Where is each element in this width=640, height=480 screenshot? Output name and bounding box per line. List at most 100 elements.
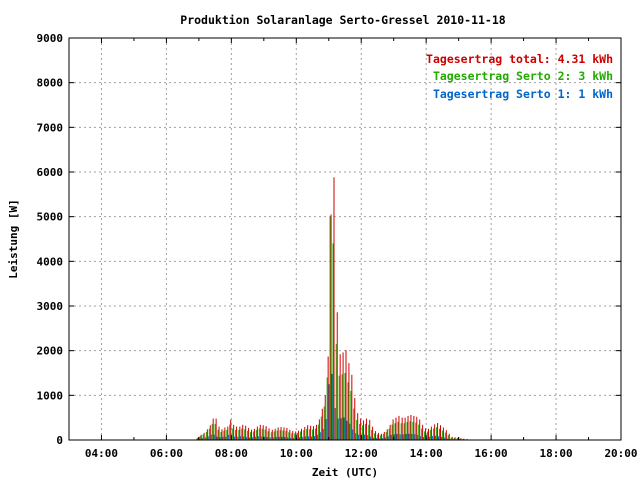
bar-serto1 (246, 437, 248, 440)
bar-serto2 (241, 428, 243, 440)
bar-serto1 (290, 437, 292, 440)
bar-serto2 (226, 429, 228, 440)
legend-total-label: Tagesertrag total: (426, 52, 551, 66)
bar-serto1 (269, 437, 271, 440)
bar-serto2 (403, 423, 405, 440)
plot-frame (68, 37, 622, 441)
bar-total (348, 363, 350, 440)
bar-total (422, 424, 424, 440)
bar-serto2 (350, 390, 352, 440)
bar-serto1 (319, 432, 321, 440)
bar-serto1 (204, 437, 206, 440)
bar-serto2 (273, 431, 275, 440)
bar-serto2 (338, 375, 340, 440)
bar-serto2 (314, 428, 316, 440)
y-tick-label: 8000 (37, 77, 64, 90)
bar-serto1 (417, 434, 419, 440)
bar-total (327, 356, 329, 440)
bar-serto2 (341, 374, 343, 440)
bar-serto1 (308, 436, 310, 440)
bar-serto2 (429, 429, 431, 440)
bar-serto1 (201, 438, 203, 440)
bar-serto1 (228, 434, 230, 440)
bar-total (206, 429, 208, 440)
bar-serto1 (346, 420, 348, 440)
legend-serto1-value: 1 kWh (578, 87, 613, 101)
bar-serto1 (349, 423, 351, 440)
bar-serto1 (219, 437, 221, 440)
bar-total (224, 427, 226, 440)
bar-total (419, 419, 421, 440)
bar-serto2 (397, 421, 399, 440)
bar-total (351, 374, 353, 440)
bar-serto1 (420, 436, 422, 440)
bar-serto2 (276, 430, 278, 440)
bar-total (363, 420, 365, 440)
bar-total (354, 398, 356, 440)
bar-serto2 (285, 430, 287, 440)
bar-total (342, 352, 344, 440)
bar-total (430, 426, 432, 440)
bar-serto1 (311, 436, 313, 440)
bar-serto2 (409, 421, 411, 440)
bar-serto2 (217, 429, 219, 440)
bar-serto2 (347, 382, 349, 440)
bar-serto2 (453, 437, 455, 440)
bar-total (460, 438, 462, 440)
x-axis-label: Zeit (UTC) (312, 466, 378, 479)
bar-serto1 (331, 373, 333, 440)
bar-serto1 (305, 436, 307, 440)
bar-total (301, 428, 303, 440)
bar-total (395, 417, 397, 440)
bar-serto1 (396, 433, 398, 440)
bar-total (333, 177, 335, 441)
bar-total (375, 431, 377, 440)
bar-serto2 (441, 430, 443, 440)
bar-total (451, 436, 453, 440)
bar-total (283, 427, 285, 440)
x-tick-label: 20:00 (604, 447, 637, 460)
bar-serto2 (279, 430, 281, 440)
bar-serto2 (326, 377, 328, 440)
bar-serto1 (210, 434, 212, 440)
bar-serto2 (371, 429, 373, 440)
y-tick-label: 9000 (37, 32, 64, 45)
bar-serto1 (272, 437, 274, 440)
bar-total (197, 437, 199, 440)
bar-serto1 (384, 437, 386, 440)
bar-serto2 (320, 416, 322, 440)
bar-serto1 (240, 436, 242, 440)
y-tick-label: 2000 (37, 345, 64, 358)
bar-total (227, 426, 229, 440)
bar-serto2 (208, 428, 210, 440)
bar-serto2 (255, 429, 257, 440)
bar-serto2 (415, 422, 417, 440)
bar-total (286, 427, 288, 440)
bar-serto1 (275, 436, 277, 440)
bar-total (239, 426, 241, 440)
x-tick-label: 08:00 (215, 447, 248, 460)
bar-serto1 (375, 438, 377, 440)
bar-total (265, 426, 267, 440)
bar-serto1 (284, 437, 286, 440)
bar-serto2 (317, 424, 319, 440)
y-tick-label: 7000 (37, 121, 64, 134)
bar-total (245, 425, 247, 440)
bar-total (365, 418, 367, 440)
bar-total (203, 432, 205, 440)
bar-total (448, 433, 450, 440)
bar-serto2 (421, 428, 423, 440)
bar-serto1 (316, 434, 318, 440)
bar-total (392, 419, 394, 440)
bar-serto2 (374, 433, 376, 440)
y-tick-label: 1000 (37, 389, 64, 402)
bar-serto1 (299, 437, 301, 440)
bar-serto2 (379, 435, 381, 440)
bar-total (339, 354, 341, 440)
bar-serto2 (438, 428, 440, 440)
legend-total-value: 4.31 kWh (558, 52, 613, 66)
bar-total (398, 415, 400, 440)
bar-serto1 (411, 433, 413, 440)
bar-total (401, 417, 403, 440)
